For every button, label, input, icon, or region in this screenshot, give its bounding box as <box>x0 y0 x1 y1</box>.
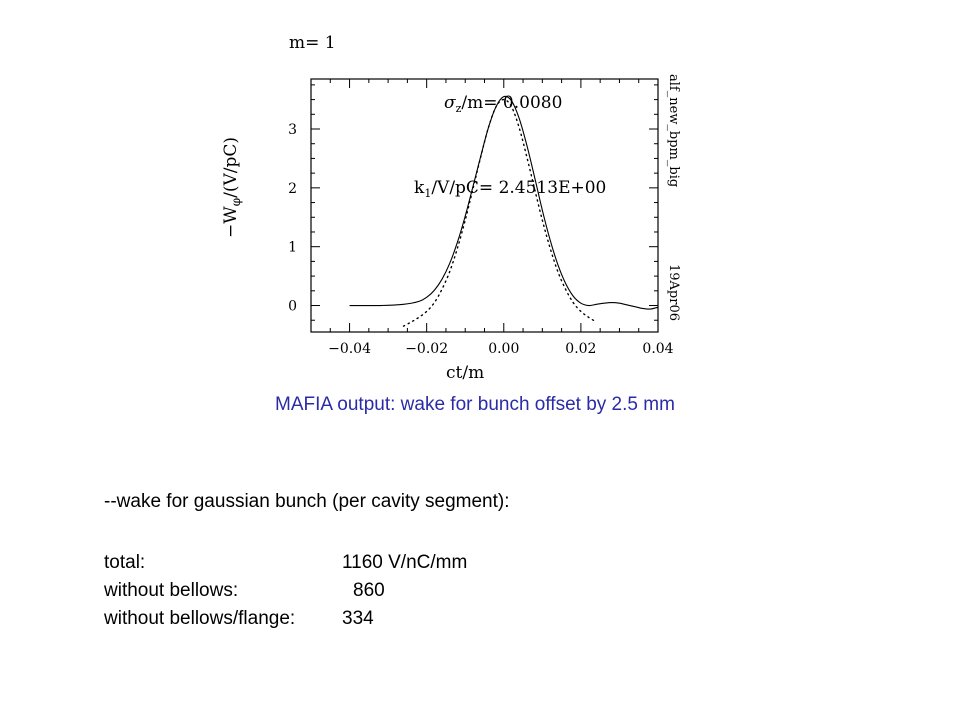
row-label-no-bellows-flange: without bellows/flange: <box>104 608 296 629</box>
y-label-prefix: − <box>221 224 241 238</box>
row-label-total: total: <box>104 552 146 573</box>
x-tick-label: 0.00 <box>488 341 519 357</box>
plot-frame <box>310 78 659 333</box>
row-label-no-bellows: without bellows: <box>104 580 239 601</box>
sigma-symbol: σ <box>444 93 456 113</box>
chart-title: m= 1 <box>289 33 336 53</box>
wake-plot: −0.04 −0.02 0.00 0.02 0.04 0 1 2 3 m= 1 ct/m −Wφ… <box>221 33 681 383</box>
x-axis-label: ct/m <box>446 363 484 383</box>
k-value: /V/pC= 2.4513E+00 <box>431 178 606 198</box>
k-annotation: k1/V/pC= 2.4513E+00 <box>414 178 606 200</box>
row-value-total: 1160 V/nC/mm <box>342 552 468 573</box>
x-tick-label: −0.02 <box>405 341 448 357</box>
sigma-subscript: z <box>456 102 462 115</box>
date-label: 19Apr06 <box>666 264 681 321</box>
y-label-sub: φ <box>229 198 243 206</box>
k-subscript: 1 <box>424 187 431 200</box>
k-symbol: k <box>414 178 425 198</box>
figure-caption: MAFIA output: wake for bunch offset by 2… <box>275 394 675 415</box>
sigma-annotation: σz/m= 0.0080 <box>444 93 562 115</box>
y-tick-label: 2 <box>288 181 297 197</box>
x-tick-label: 0.04 <box>642 341 673 357</box>
y-label-main: W <box>221 206 241 224</box>
y-tick-label: 0 <box>288 299 297 315</box>
y-axis-label: −Wφ/(V/pC) <box>221 137 243 238</box>
row-value-no-bellows-flange: 334 <box>342 608 374 629</box>
y-tick-label: 3 <box>288 122 297 138</box>
notes-heading: --wake for gaussian bunch (per cavity se… <box>104 491 510 512</box>
y-label-unit: /(V/pC) <box>221 137 241 198</box>
series-group <box>349 95 659 327</box>
svg-text:−Wφ/(V/pC): −Wφ/(V/pC) <box>221 137 243 238</box>
axis-ticks: −0.04 −0.02 0.00 0.02 0.04 0 1 2 3 <box>288 79 674 357</box>
y-tick-label: 1 <box>288 240 297 256</box>
file-label: alf_new_bpm_big <box>666 74 681 187</box>
x-tick-label: −0.04 <box>328 341 371 357</box>
series-line-solid <box>349 95 659 310</box>
sigma-value: /m= 0.0080 <box>461 93 562 113</box>
x-tick-label: 0.02 <box>565 341 596 357</box>
row-value-no-bellows: 860 <box>353 580 385 601</box>
